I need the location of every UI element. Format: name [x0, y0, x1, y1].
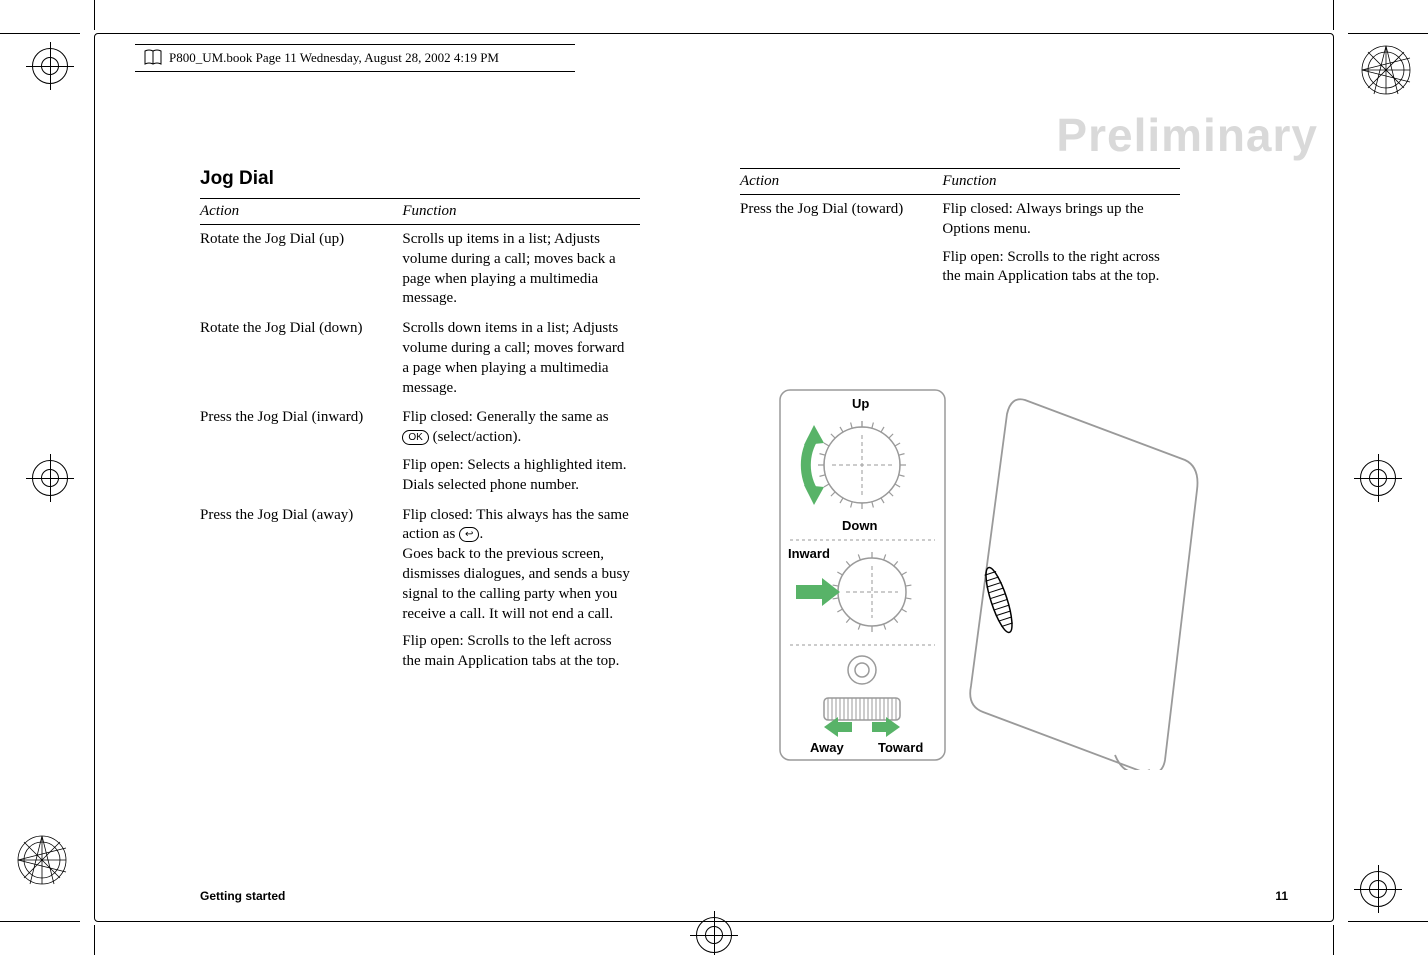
crop-line — [94, 925, 95, 955]
corner-fan-bl — [12, 830, 72, 890]
footer: Getting started 11 — [200, 889, 1288, 903]
crop-line — [0, 921, 80, 922]
footer-section: Getting started — [200, 889, 285, 903]
cell-action: Rotate the Jog Dial (down) — [200, 314, 402, 403]
table-row: Press the Jog Dial (toward) Flip closed:… — [740, 195, 1180, 293]
cell-action: Press the Jog Dial (away) — [200, 501, 402, 677]
cell-function: Scrolls down items in a list; Adjusts vo… — [402, 314, 640, 403]
label-inward: Inward — [788, 546, 830, 561]
label-away: Away — [810, 740, 844, 755]
footer-page: 11 — [1275, 889, 1288, 903]
registration-tl — [32, 48, 68, 84]
label-down: Down — [842, 518, 877, 533]
table-row: Press the Jog Dial (away) Flip closed: T… — [200, 501, 640, 677]
label-toward: Toward — [878, 740, 923, 755]
cell-function: Flip closed: This always has the same ac… — [402, 501, 640, 677]
label-up: Up — [852, 396, 869, 411]
table-row: Press the Jog Dial (inward) Flip closed:… — [200, 403, 640, 500]
registration-mr — [1360, 460, 1396, 496]
registration-bc — [696, 917, 732, 953]
th-action: Action — [200, 199, 402, 225]
header-text: P800_UM.book Page 11 Wednesday, August 2… — [169, 50, 499, 66]
cell-function: Flip closed: Always brings up the Option… — [942, 195, 1180, 293]
th-action: Action — [740, 169, 942, 195]
book-icon — [143, 48, 163, 68]
cell-action: Press the Jog Dial (inward) — [200, 403, 402, 500]
crop-line — [0, 33, 80, 34]
ok-key-icon: OK — [402, 430, 428, 445]
table-row: Rotate the Jog Dial (down) Scrolls down … — [200, 314, 640, 403]
jog-table-right: Action Function Press the Jog Dial (towa… — [740, 168, 1180, 292]
crop-line — [1348, 33, 1428, 34]
table-row: Rotate the Jog Dial (up) Scrolls up item… — [200, 225, 640, 315]
jog-table-left: Action Function Rotate the Jog Dial (up)… — [200, 198, 640, 677]
cell-function: Flip closed: Generally the same as OK (s… — [402, 403, 640, 500]
watermark: Preliminary — [1056, 108, 1318, 162]
crop-line — [94, 0, 95, 30]
cell-action: Press the Jog Dial (toward) — [740, 195, 942, 293]
header-bar: P800_UM.book Page 11 Wednesday, August 2… — [135, 44, 575, 72]
registration-ml — [32, 460, 68, 496]
th-function: Function — [942, 169, 1180, 195]
corner-fan-tr — [1356, 40, 1416, 100]
crop-line — [1348, 921, 1428, 922]
back-key-icon: ↩ — [459, 527, 479, 542]
registration-br — [1360, 871, 1396, 907]
section-title: Jog Dial — [200, 168, 640, 190]
crop-line — [1333, 0, 1334, 30]
jog-dial-diagram: Up Down — [760, 380, 1200, 770]
cell-action: Rotate the Jog Dial (up) — [200, 225, 402, 315]
crop-line — [1333, 925, 1334, 955]
cell-function: Scrolls up items in a list; Adjusts volu… — [402, 225, 640, 315]
left-column: Jog Dial Action Function Rotate the Jog … — [200, 168, 640, 677]
right-column: Action Function Press the Jog Dial (towa… — [740, 168, 1180, 292]
th-function: Function — [402, 199, 640, 225]
